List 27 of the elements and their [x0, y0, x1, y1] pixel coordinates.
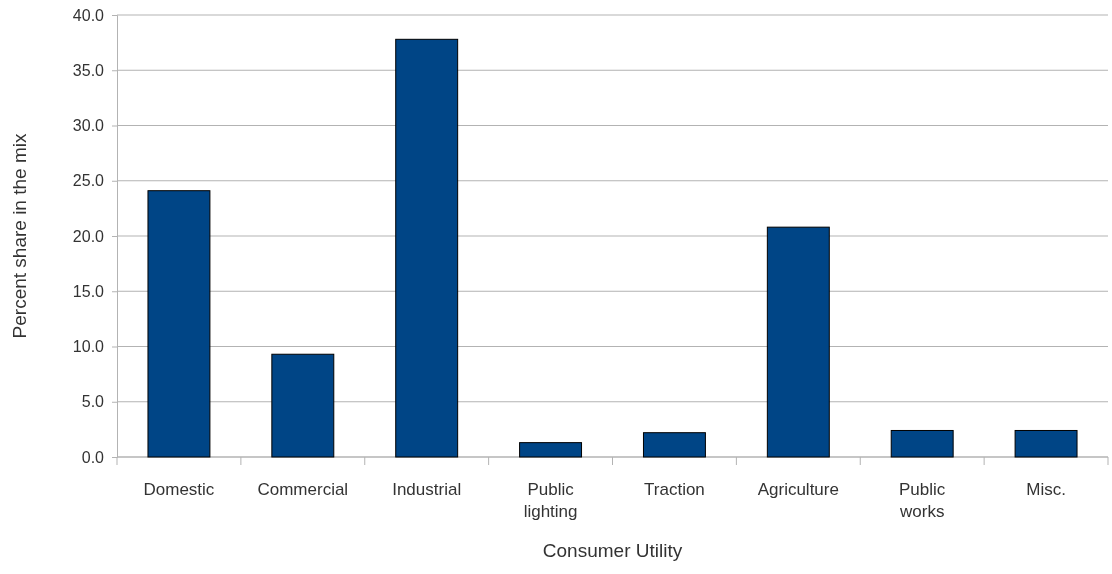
y-axis-title: Percent share in the mix — [9, 133, 30, 339]
y-tick-label: 5.0 — [81, 393, 105, 411]
x-tick-label: Public lighting — [523, 480, 578, 521]
x-axis-title: Consumer Utility — [542, 540, 683, 561]
bar — [147, 190, 211, 458]
x-tick-label: Traction — [644, 480, 705, 499]
y-tick-label: 20.0 — [72, 227, 105, 245]
x-tick-label: Commercial — [257, 480, 349, 499]
bar — [1014, 429, 1078, 458]
y-tick-label: 30.0 — [72, 117, 105, 135]
bar — [395, 38, 459, 458]
bar — [519, 442, 583, 458]
bar — [766, 226, 830, 458]
x-tick-label: Agriculture — [757, 480, 839, 499]
x-tick-label: Public works — [898, 480, 946, 521]
y-tick-label: 0.0 — [81, 448, 105, 466]
bar — [271, 353, 335, 458]
y-tick-label: 25.0 — [72, 172, 105, 190]
y-tick-label: 35.0 — [72, 61, 105, 79]
y-tick-label: 10.0 — [72, 338, 105, 356]
bar — [890, 429, 954, 458]
x-tick-label: Industrial — [392, 480, 462, 499]
x-tick-label: Misc. — [1026, 480, 1066, 499]
bar — [642, 432, 706, 458]
y-tick-label: 15.0 — [72, 282, 105, 300]
x-tick-label: Domestic — [143, 480, 215, 499]
y-tick-label: 40.0 — [72, 6, 105, 24]
